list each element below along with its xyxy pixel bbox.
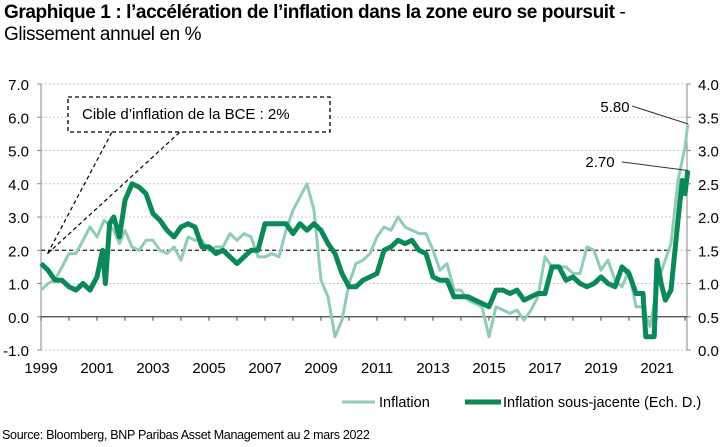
y-right-tick-label: 0.5 (698, 310, 719, 327)
x-tick-label: 2011 (361, 360, 393, 377)
x-tick-label: 2017 (528, 360, 561, 377)
annotation-text: Cible d’inflation de la BCE : 2% (82, 106, 290, 123)
y-right-tick-label: 1.0 (698, 277, 719, 294)
x-tick-label: 1999 (24, 360, 57, 377)
label-core-last: 2.70 (585, 154, 614, 171)
annotations: Cible d’inflation de la BCE : 2% 5.80 2.70 (47, 96, 688, 255)
legend-label-core-inflation: Inflation sous-jacente (Ech. D.) (503, 395, 701, 411)
series-inflation-line (39, 123, 690, 339)
y-left-tick-label: 6.0 (8, 110, 29, 127)
x-tick-label: 2013 (416, 360, 449, 377)
chart-title-main: Graphique 1 : l’accélération de l’inflat… (4, 2, 615, 23)
series-lines (39, 123, 691, 340)
annotation-box (67, 96, 331, 133)
legend: Inflation Inflation sous-jacente (Ech. D.… (342, 395, 701, 411)
legend-label-inflation: Inflation (379, 395, 430, 411)
y-right-tick-label: 2.5 (698, 177, 719, 194)
y-right-tick-label: 4.0 (698, 77, 719, 94)
x-tick-label: 2005 (192, 360, 225, 377)
inflation-chart: -1.0 0.0 1.0 2.0 3.0 4.0 5.0 6.0 7.0 0.0 0.5 1.0 1.5… (3, 77, 719, 411)
y-left-tick-label: 1.0 (8, 277, 29, 294)
y-left-tick-label: -1.0 (3, 343, 29, 360)
y-right-tick-label: 3.0 (698, 144, 719, 161)
y-left-tick-label: 0.0 (8, 310, 29, 327)
x-tick-label: 2009 (304, 360, 337, 377)
x-tick-label: 2007 (248, 360, 281, 377)
y-right-tick-label: 1.5 (698, 243, 719, 260)
y-left-tick-label: 5.0 (8, 144, 29, 161)
label-leader-line (631, 105, 688, 125)
x-tick-label: 2015 (472, 360, 505, 377)
y-left-tick-label: 3.0 (8, 210, 29, 227)
axes: -1.0 0.0 1.0 2.0 3.0 4.0 5.0 6.0 7.0 0.0 0.5 1.0 1.5… (3, 77, 719, 377)
x-tick-label: 2003 (136, 360, 169, 377)
x-tick-label: 2021 (640, 360, 673, 377)
y-right-tick-label: 2.0 (698, 210, 719, 227)
callout-pointer (47, 131, 181, 255)
series-core-inflation-line (39, 170, 691, 340)
chart-title: Graphique 1 : l’accélération de l’inflat… (4, 2, 626, 24)
chart-title-suffix: - (614, 2, 626, 23)
source-note: Source: Bloomberg, BNP Paribas Asset Man… (2, 428, 370, 442)
x-tick-label: 2001 (80, 360, 113, 377)
label-leader-line (621, 161, 688, 171)
y-right-tick-label: 3.5 (698, 110, 719, 127)
y-left-tick-label: 2.0 (8, 243, 29, 260)
x-tick-label: 2019 (584, 360, 617, 377)
y-left-tick-label: 4.0 (8, 177, 29, 194)
y-left-tick-label: 7.0 (8, 77, 29, 94)
chart-subtitle: Glissement annuel en % (4, 24, 202, 45)
label-inflation-last: 5.80 (600, 99, 629, 116)
y-right-tick-label: 0.0 (698, 343, 719, 360)
callout-pointer (47, 131, 113, 254)
